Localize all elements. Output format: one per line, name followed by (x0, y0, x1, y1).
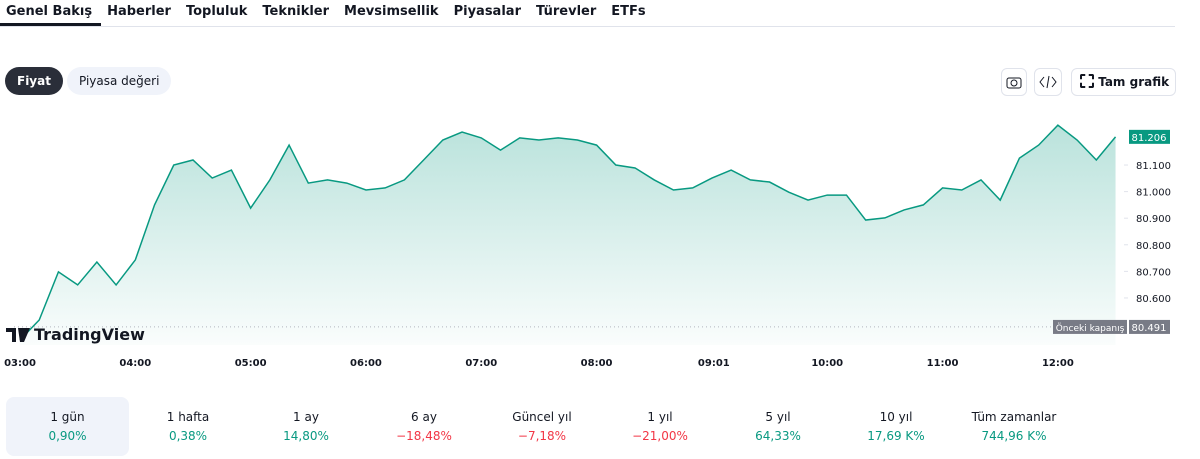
periods: 1 gün 0,90% 1 hafta 0,38% 1 ay 14,80% 6 ay −18,… (6, 397, 1073, 456)
period[interactable]: 6 ay −18,48% (365, 397, 483, 456)
x-tick-label: 03:00 (4, 358, 36, 369)
period-label: 10 yıl (879, 410, 913, 424)
period[interactable]: 5 yıl 64,33% (719, 397, 837, 456)
nav-tab[interactable]: Genel Bakış (0, 0, 102, 26)
period-change: 14,80% (283, 429, 329, 443)
y-tick-label: 80.600 (1136, 294, 1171, 305)
period-label: 1 ay (293, 410, 319, 424)
x-tick-label: 12:00 (1042, 358, 1074, 369)
period-label: 5 yıl (765, 410, 791, 424)
period-label: Tüm zamanlar (971, 410, 1057, 424)
current-price-label: 81.206 (1132, 133, 1167, 144)
period[interactable]: Güncel yıl −7,18% (483, 397, 601, 456)
snapshot-button[interactable] (1001, 68, 1027, 96)
price-line (19, 124, 1117, 341)
period-label: Güncel yıl (512, 410, 572, 424)
full-chart-button[interactable]: Tam grafik (1071, 68, 1176, 96)
nav-tab[interactable]: Mevsimsellik (344, 4, 439, 19)
period[interactable]: 10 yıl 17,69 K% (837, 397, 955, 456)
previous-close-tag (1129, 319, 1170, 334)
period-label: 1 yıl (647, 410, 673, 424)
nav-tab[interactable]: Türevler (535, 4, 597, 19)
y-tick-label: 81.100 (1136, 161, 1171, 172)
nav-tab[interactable]: Teknikler (262, 4, 330, 19)
x-tick-label: 10:00 (811, 358, 843, 369)
x-tick-label: 05:00 (235, 358, 267, 369)
full-chart-label: Tam grafik (1098, 75, 1170, 89)
previous-close-name: Önceki kapanış (1056, 323, 1125, 334)
period-change: 0,38% (168, 429, 208, 443)
x-tick-label: 09:01 (698, 358, 730, 369)
period-change: 17,69 K% (867, 429, 925, 443)
current-price-tag (1129, 129, 1170, 144)
period[interactable]: 1 yıl −21,00% (601, 397, 719, 456)
area (20, 125, 1116, 346)
nav-tab[interactable]: Piyasalar (453, 4, 521, 19)
y-tick-label: 81.000 (1136, 188, 1171, 199)
previous-close-label: 80.491 (1132, 323, 1167, 334)
period-change: 64,33% (755, 429, 801, 443)
watermark: TradingView (34, 325, 145, 344)
embed-button[interactable] (1034, 68, 1062, 96)
previous-close-name-tag (1053, 319, 1127, 334)
period-label: 1 hafta (166, 410, 210, 424)
period-change: −18,48% (396, 429, 452, 443)
period-change: 0,90% (48, 429, 87, 443)
period-label: 1 gün (50, 410, 85, 424)
x-tick-label: 04:00 (119, 358, 151, 369)
watermark-logo (6, 328, 30, 342)
period-change: −7,18% (517, 429, 567, 443)
period[interactable]: 1 gün 0,90% (6, 397, 129, 456)
period-change: −21,00% (632, 429, 688, 443)
x-tick-label: 06:00 (350, 358, 382, 369)
nav: Genel Bakış Haberler Topluluk Teknikler Mevs… (0, 0, 1175, 27)
period[interactable]: 1 ay 14,80% (247, 397, 365, 456)
x-tick-label: 08:00 (581, 358, 613, 369)
chart: 80.600 80.700 80.800 80.900 81.000 81.100 03:0… (4, 124, 1171, 369)
code-icon (1039, 75, 1057, 89)
period-change: 744,96 K% (981, 429, 1047, 443)
expand-icon (1080, 74, 1094, 88)
period-label: 6 ay (411, 410, 437, 424)
period[interactable]: Tüm zamanlar 744,96 K% (955, 397, 1073, 456)
nav-tab[interactable]: ETFs (611, 4, 646, 19)
price-button[interactable]: Fiyat (5, 67, 63, 95)
y-tick-label: 80.800 (1136, 241, 1171, 252)
x-tick-label: 11:00 (927, 358, 959, 369)
nav-tab[interactable]: Haberler (107, 4, 171, 19)
y-tick-label: 80.700 (1136, 267, 1171, 278)
nav-tab[interactable]: Topluluk (185, 4, 248, 19)
y-tick-label: 80.900 (1136, 214, 1171, 225)
period[interactable]: 1 hafta 0,38% (129, 397, 247, 456)
market-cap-button[interactable]: Piyasa değeri (67, 67, 172, 95)
camera-icon (1006, 77, 1022, 89)
x-tick-label: 07:00 (465, 358, 497, 369)
